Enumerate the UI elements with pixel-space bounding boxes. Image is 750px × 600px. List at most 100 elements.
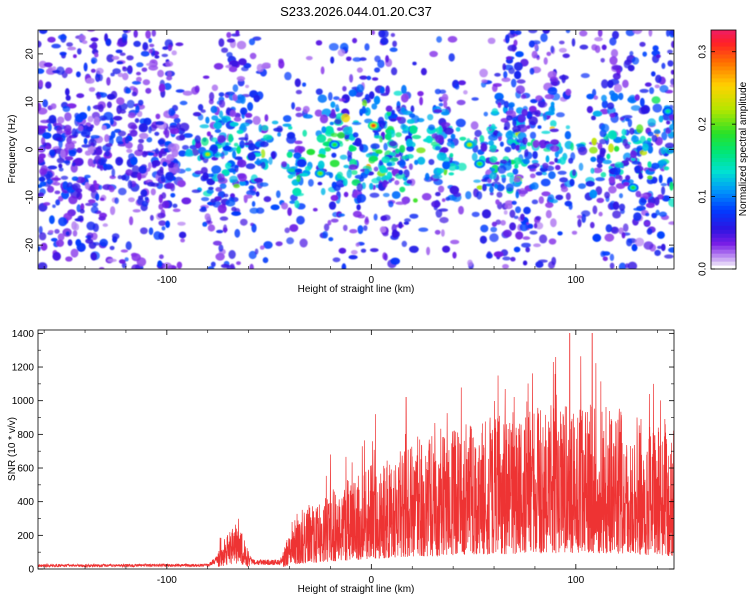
colorbar-step	[711, 65, 736, 71]
heatmap-cell	[548, 161, 555, 165]
heatmap-cell	[399, 144, 406, 153]
heatmap-cell	[166, 75, 173, 81]
heatmap-cell	[599, 138, 607, 145]
heatmap-cell	[391, 109, 395, 116]
heatmap-cell	[365, 153, 372, 158]
heatmap-cell	[670, 78, 674, 86]
heatmap-cell	[117, 130, 127, 137]
heatmap-cell	[509, 222, 516, 231]
heatmap-cell	[346, 56, 352, 62]
heatmap-cell	[172, 203, 178, 208]
heatmap-cell	[328, 43, 339, 51]
heatmap-cell	[221, 117, 228, 124]
heatmap-cell	[90, 37, 99, 42]
heatmap-cell	[240, 218, 248, 226]
heatmap-cell	[531, 50, 538, 59]
heatmap-cell	[656, 54, 661, 59]
heatmap-cell	[406, 179, 413, 184]
heatmap-cell	[392, 40, 397, 47]
heatmap-cell	[513, 157, 522, 165]
heatmap-cell	[151, 30, 156, 37]
heatmap-cell	[281, 202, 289, 210]
heatmap-cell	[381, 156, 391, 164]
heatmap-cell	[43, 202, 51, 206]
heatmap-cell	[228, 133, 234, 143]
heatmap-cell	[593, 95, 599, 100]
heatmap-cell	[454, 83, 460, 90]
heatmap-cell	[489, 191, 494, 196]
heatmap-cell	[426, 246, 431, 256]
heatmap-cell	[111, 233, 120, 240]
heatmap-hot-spot	[332, 143, 337, 147]
heatmap-cell	[96, 93, 102, 100]
heatmap-cell	[125, 87, 132, 94]
heatmap-cell	[185, 148, 193, 156]
heatmap-cell	[506, 115, 513, 121]
heatmap-cell	[75, 239, 82, 247]
heatmap-cell	[514, 70, 522, 80]
heatmap-cell	[354, 137, 362, 147]
spectrogram-blobs	[38, 30, 674, 269]
heatmap-cell	[432, 174, 443, 179]
heatmap-cell	[403, 221, 410, 225]
heatmap-cell	[337, 49, 346, 57]
colorbar-step	[711, 233, 736, 238]
heatmap-cell	[88, 87, 96, 92]
heatmap-cell	[433, 109, 443, 114]
heatmap-cell	[518, 188, 527, 197]
heatmap-cell	[434, 134, 445, 144]
heatmap-cell	[522, 236, 531, 240]
heatmap-cell	[625, 117, 630, 122]
heatmap-cell	[626, 238, 633, 247]
heatmap-cell	[248, 38, 256, 46]
heatmap-cell	[636, 124, 644, 134]
heatmap-cell	[556, 112, 565, 118]
heatmap-cell	[210, 105, 218, 114]
y-tick-label: 1400	[12, 329, 35, 340]
heatmap-cell	[157, 69, 165, 78]
heatmap-cell	[479, 68, 488, 78]
heatmap-cell	[51, 66, 57, 71]
heatmap-cell	[312, 207, 318, 212]
heatmap-cell	[489, 186, 494, 193]
heatmap-cell	[151, 160, 161, 167]
heatmap-cell	[386, 171, 393, 180]
heatmap-cell	[527, 223, 534, 229]
heatmap-cell	[448, 172, 455, 176]
heatmap-cell	[181, 197, 192, 205]
heatmap-cell	[249, 207, 259, 214]
heatmap-cell	[394, 180, 400, 186]
heatmap-cell	[385, 85, 390, 95]
heatmap-cell	[371, 77, 379, 81]
heatmap-cell	[434, 88, 441, 95]
heatmap-cell	[435, 191, 441, 197]
heatmap-cell	[416, 147, 426, 154]
heatmap-cell	[126, 148, 133, 153]
colorbar-step	[711, 217, 736, 222]
heatmap-cell	[155, 121, 165, 126]
heatmap-cell	[551, 81, 558, 86]
heatmap-cell	[549, 128, 559, 133]
heatmap-cell	[133, 40, 141, 48]
heatmap-cell	[83, 62, 88, 72]
heatmap-cell	[109, 175, 116, 180]
heatmap-cell	[56, 66, 65, 75]
heatmap-cell	[98, 115, 108, 121]
colorbar-step	[711, 229, 736, 234]
heatmap-cell	[457, 162, 467, 171]
heatmap-cell	[632, 30, 643, 35]
heatmap-cell	[148, 38, 153, 43]
heatmap-cell	[76, 147, 83, 154]
heatmap-cell	[659, 85, 669, 93]
heatmap-cell	[178, 150, 187, 157]
heatmap-cell	[84, 150, 92, 156]
heatmap-cell	[236, 129, 244, 134]
heatmap-cell	[218, 92, 225, 97]
heatmap-cell	[85, 202, 93, 206]
heatmap-cell	[630, 105, 641, 111]
heatmap-cell	[521, 242, 531, 248]
heatmap-cell	[66, 42, 73, 47]
heatmap-hot-spot	[205, 152, 210, 156]
heatmap-cell	[623, 182, 630, 187]
heatmap-cell	[409, 113, 416, 118]
